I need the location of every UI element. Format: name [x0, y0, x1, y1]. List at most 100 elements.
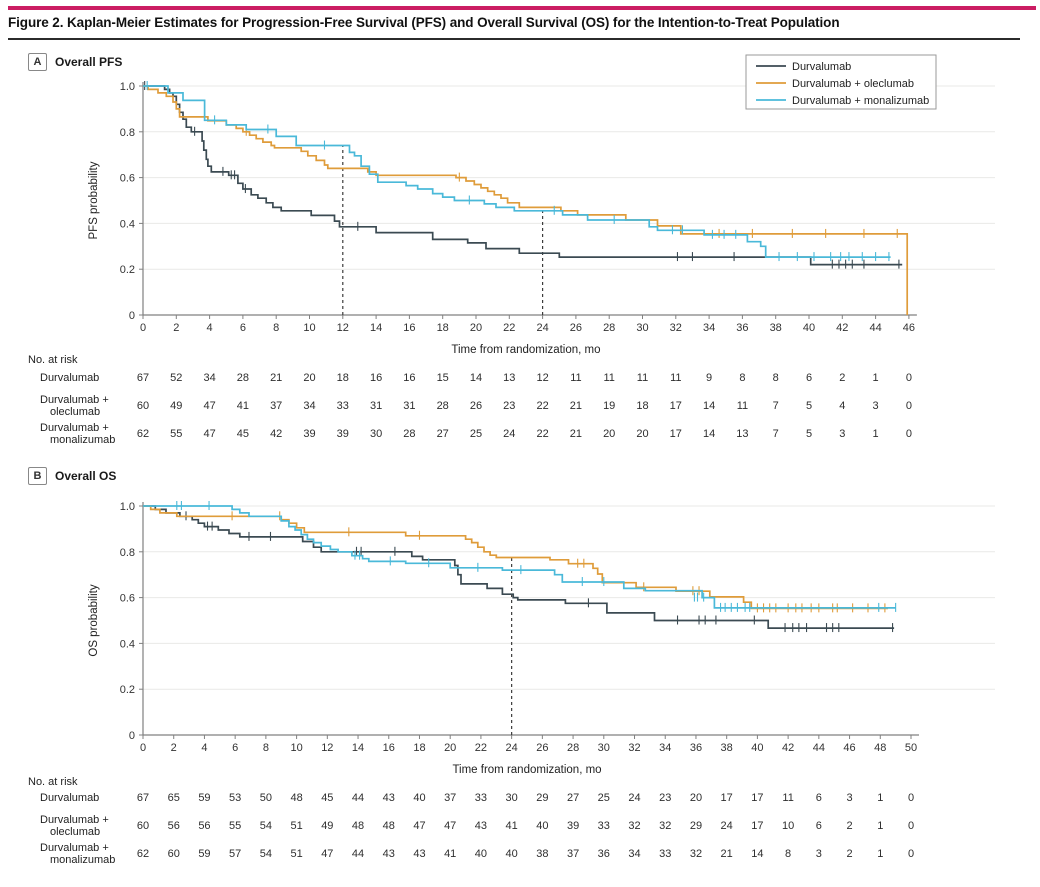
panel-b-title: Overall OS [55, 469, 117, 483]
svg-text:20: 20 [636, 428, 648, 440]
svg-text:62: 62 [137, 428, 149, 440]
svg-text:48: 48 [352, 820, 364, 832]
svg-text:17: 17 [751, 792, 763, 804]
svg-text:32: 32 [690, 848, 702, 860]
svg-text:38: 38 [721, 742, 733, 754]
svg-text:8: 8 [739, 372, 745, 384]
svg-text:24: 24 [503, 428, 515, 440]
svg-text:17: 17 [751, 820, 763, 832]
reference-lines [342, 145, 544, 315]
panel-a-header: A Overall PFS [28, 53, 122, 71]
svg-text:Durvalumab: Durvalumab [792, 61, 851, 73]
svg-text:24: 24 [628, 792, 640, 804]
svg-text:34: 34 [303, 400, 315, 412]
svg-text:24: 24 [536, 322, 548, 334]
svg-text:0.4: 0.4 [120, 218, 135, 230]
svg-text:1: 1 [873, 428, 879, 440]
svg-text:60: 60 [137, 820, 149, 832]
svg-text:6: 6 [806, 372, 812, 384]
svg-text:10: 10 [303, 322, 315, 334]
svg-text:46: 46 [843, 742, 855, 754]
svg-text:14: 14 [470, 372, 482, 384]
svg-text:36: 36 [736, 322, 748, 334]
panel-b-header: B Overall OS [28, 467, 116, 485]
svg-text:33: 33 [475, 792, 487, 804]
svg-text:12: 12 [536, 372, 548, 384]
svg-text:21: 21 [570, 400, 582, 412]
svg-text:21: 21 [721, 848, 733, 860]
svg-text:14: 14 [352, 742, 364, 754]
svg-text:1: 1 [877, 848, 883, 860]
svg-text:62: 62 [137, 848, 149, 860]
svg-text:45: 45 [321, 792, 333, 804]
svg-text:0: 0 [906, 428, 912, 440]
svg-text:monalizumab: monalizumab [50, 854, 115, 866]
svg-text:34: 34 [203, 372, 215, 384]
svg-text:40: 40 [803, 322, 815, 334]
svg-text:18: 18 [636, 400, 648, 412]
svg-text:32: 32 [659, 820, 671, 832]
svg-text:9: 9 [706, 372, 712, 384]
svg-text:11: 11 [737, 400, 748, 412]
svg-text:0: 0 [129, 730, 135, 742]
svg-text:12: 12 [321, 742, 333, 754]
svg-text:5: 5 [806, 400, 812, 412]
svg-text:20: 20 [303, 372, 315, 384]
series-durvalumab [143, 81, 903, 269]
svg-text:43: 43 [475, 820, 487, 832]
svg-text:20: 20 [603, 428, 615, 440]
svg-text:4: 4 [839, 400, 845, 412]
svg-text:42: 42 [270, 428, 282, 440]
svg-text:54: 54 [260, 848, 272, 860]
svg-text:34: 34 [659, 742, 671, 754]
svg-text:20: 20 [470, 322, 482, 334]
svg-text:57: 57 [229, 848, 241, 860]
svg-text:5: 5 [806, 428, 812, 440]
svg-text:37: 37 [567, 848, 579, 860]
risk-table: No. at risk Durvalumab 67 65 59 53 50 48 45 44 43 4… [28, 776, 914, 866]
svg-text:30: 30 [506, 792, 518, 804]
svg-text:25: 25 [598, 792, 610, 804]
svg-text:11: 11 [570, 372, 581, 384]
svg-text:14: 14 [370, 322, 382, 334]
svg-text:16: 16 [403, 372, 415, 384]
svg-text:45: 45 [237, 428, 249, 440]
svg-text:oleclumab: oleclumab [50, 406, 100, 418]
svg-text:1.0: 1.0 [120, 501, 135, 513]
svg-text:19: 19 [603, 400, 615, 412]
svg-text:6: 6 [816, 792, 822, 804]
svg-text:Durvalumab: Durvalumab [40, 792, 99, 804]
svg-text:3: 3 [839, 428, 845, 440]
svg-text:48: 48 [290, 792, 302, 804]
svg-text:31: 31 [403, 400, 415, 412]
svg-text:16: 16 [383, 742, 395, 754]
svg-text:Durvalumab +: Durvalumab + [40, 394, 109, 406]
svg-text:oleclumab: oleclumab [50, 826, 100, 838]
svg-text:3: 3 [846, 792, 852, 804]
svg-text:17: 17 [721, 792, 733, 804]
svg-text:20: 20 [444, 742, 456, 754]
gridlines [143, 85, 995, 270]
svg-text:1: 1 [877, 792, 883, 804]
svg-text:44: 44 [813, 742, 825, 754]
svg-text:0: 0 [908, 792, 914, 804]
svg-text:31: 31 [370, 400, 382, 412]
svg-text:11: 11 [670, 372, 681, 384]
svg-text:49: 49 [170, 400, 182, 412]
top-accent-bar [8, 6, 1036, 10]
svg-text:51: 51 [290, 848, 302, 860]
svg-text:Durvalumab +: Durvalumab + [40, 842, 109, 854]
svg-text:4: 4 [207, 322, 213, 334]
svg-text:0.6: 0.6 [120, 173, 135, 185]
svg-text:28: 28 [237, 372, 249, 384]
series-durvalumab-oleclumab [143, 85, 909, 315]
svg-text:2: 2 [846, 820, 852, 832]
svg-text:52: 52 [170, 372, 182, 384]
svg-text:18: 18 [337, 372, 349, 384]
svg-text:24: 24 [721, 820, 733, 832]
svg-text:22: 22 [536, 428, 548, 440]
panel-a-title: Overall PFS [55, 55, 123, 69]
svg-text:55: 55 [229, 820, 241, 832]
svg-text:60: 60 [168, 848, 180, 860]
